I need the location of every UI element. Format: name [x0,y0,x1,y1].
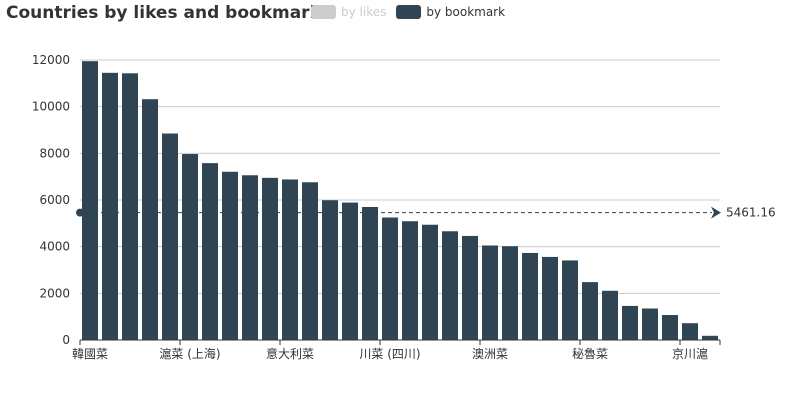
legend-swatch-by-likes [311,5,336,19]
bar[interactable] [122,73,138,341]
y-tick-label: 6000 [39,193,70,207]
x-tick-label: 秘魯菜 [572,347,608,361]
bar[interactable] [82,61,98,341]
bar[interactable] [642,308,658,341]
bar[interactable] [102,72,118,340]
bar[interactable] [542,256,558,340]
bar[interactable] [242,175,258,340]
bar[interactable] [302,182,318,340]
mark-line-arrow [711,206,721,219]
bar[interactable] [142,99,158,340]
legend-label-by-bookmark: by bookmark [426,5,506,19]
legend-swatch-by-bookmark [396,5,422,19]
bar[interactable] [202,163,218,340]
bar[interactable] [482,245,498,341]
legend: by likes by bookmark [311,5,515,19]
y-axis: 0 2000 4000 6000 8000 10000 12000 [32,53,70,347]
bar[interactable] [382,217,398,341]
bars [82,61,718,341]
y-tick-label: 8000 [39,146,70,160]
bar[interactable] [402,221,418,340]
x-axis: 韓國菜 滬菜 (上海) 意大利菜 川菜 (四川) 澳洲菜 秘魯菜 京川滬 [72,339,721,361]
x-tick-label: 意大利菜 [266,346,314,361]
legend-item-by-likes[interactable]: by likes [311,5,386,19]
x-tick-label: 滬菜 (上海) [159,346,220,361]
chart-title: Countries by likes and bookmark [6,3,321,23]
y-tick-label: 2000 [39,286,70,300]
mark-line-label: 5461.16 [726,206,776,220]
x-tick-label: 京川滬 [672,346,708,361]
y-tick-label: 10000 [32,100,70,114]
y-tick-label: 12000 [32,53,70,67]
bar[interactable] [522,252,538,340]
bar[interactable] [502,246,518,340]
legend-item-by-bookmark[interactable]: by bookmark [396,5,505,19]
bar[interactable] [662,315,678,340]
y-tick-label: 4000 [39,240,70,254]
bar[interactable] [582,282,598,340]
bar[interactable] [682,323,698,340]
bar[interactable] [182,154,198,340]
bar[interactable] [362,207,378,340]
bar[interactable] [702,335,718,340]
bar[interactable] [462,235,478,340]
bar[interactable] [342,202,358,340]
bar[interactable] [162,133,178,341]
x-tick-label: 澳洲菜 [472,347,508,361]
bar[interactable] [442,231,458,340]
bar[interactable] [262,177,278,340]
bar[interactable] [622,305,638,340]
bar[interactable] [602,290,618,340]
bar[interactable] [562,260,578,340]
y-tick-label: 0 [62,333,70,347]
bar[interactable] [222,171,238,340]
average-mark-line: 5461.16 [76,206,776,220]
x-tick-label: 韓國菜 [72,347,108,361]
x-tick-label: 川菜 (四川) [359,347,420,361]
legend-label-by-likes: by likes [341,5,387,19]
bar[interactable] [282,179,298,340]
bar[interactable] [322,200,338,340]
bar[interactable] [422,224,438,340]
